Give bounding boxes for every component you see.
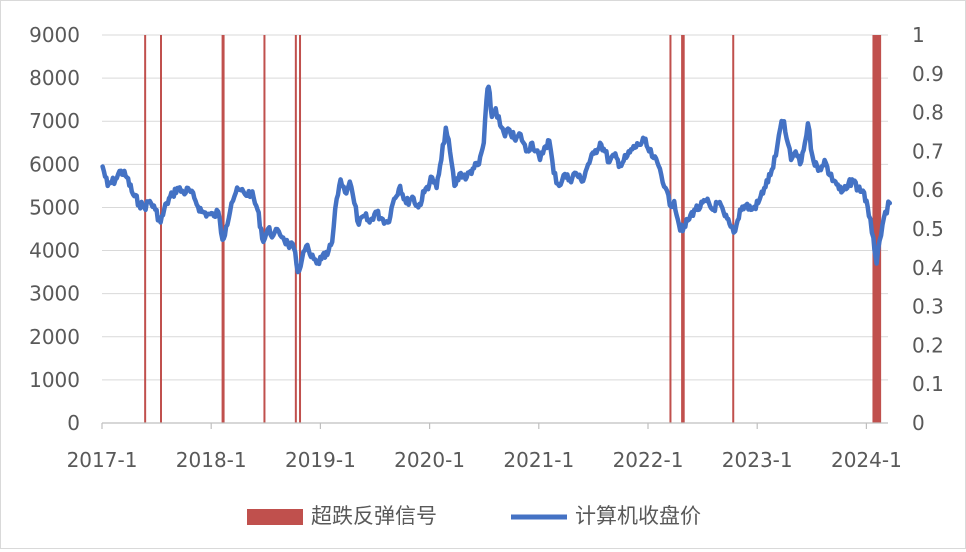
x-tick-label: 2018-1 (176, 448, 247, 472)
x-tick-label: 2020-1 (394, 448, 465, 472)
signal-bar (263, 35, 265, 423)
x-tick-label: 2019-1 (285, 448, 356, 472)
y-right-tick-label: 0 (912, 411, 925, 435)
y-left-tick-label: 3000 (29, 282, 80, 306)
y-right-tick-label: 0.1 (912, 372, 944, 396)
y-left-tick-label: 4000 (29, 239, 80, 263)
y-right-tick-label: 0.4 (912, 256, 944, 280)
y-left-tick-label: 7000 (29, 109, 80, 133)
y-right-tick-label: 0.8 (912, 101, 944, 125)
legend: 超跌反弹信号 计算机收盘价 (247, 504, 701, 528)
y-left-tick-label: 2000 (29, 325, 80, 349)
y-right-tick-label: 1 (912, 23, 925, 47)
x-tick-label: 2022-1 (613, 448, 684, 472)
legend-signal-swatch (247, 509, 303, 525)
y-right-tick-label: 0.7 (912, 139, 944, 163)
signal-bar (160, 35, 162, 423)
y-right-tick-label: 0.5 (912, 217, 944, 241)
x-tick-label: 2017-1 (67, 448, 138, 472)
y-left-tick-label: 9000 (29, 23, 80, 47)
legend-signal-label: 超跌反弹信号 (311, 504, 437, 528)
x-tick-label: 2021-1 (503, 448, 574, 472)
legend-price-label: 计算机收盘价 (575, 504, 701, 528)
gridlines (102, 35, 888, 380)
y-left-tick-label: 1000 (29, 368, 80, 392)
signal-bar (295, 35, 297, 423)
signal-bars (144, 35, 881, 423)
y-right-tick-label: 0.3 (912, 295, 944, 319)
price-line-layer (103, 87, 890, 273)
x-tick-label: 2023-1 (722, 448, 793, 472)
signal-bar (144, 35, 146, 423)
x-tick-label: 2024-1 (831, 448, 902, 472)
y-left-tick-label: 6000 (29, 152, 80, 176)
y-right-tick-label: 0.6 (912, 178, 944, 202)
signal-bar (669, 35, 671, 423)
signal-bar (299, 35, 301, 423)
y-left-tick-label: 5000 (29, 195, 80, 219)
price-line (103, 87, 890, 272)
y-left-tick-label: 0 (67, 411, 80, 435)
y-right-tick-label: 0.9 (912, 62, 944, 86)
y-left-tick-label: 8000 (29, 66, 80, 90)
y-right-tick-label: 0.2 (912, 333, 944, 357)
